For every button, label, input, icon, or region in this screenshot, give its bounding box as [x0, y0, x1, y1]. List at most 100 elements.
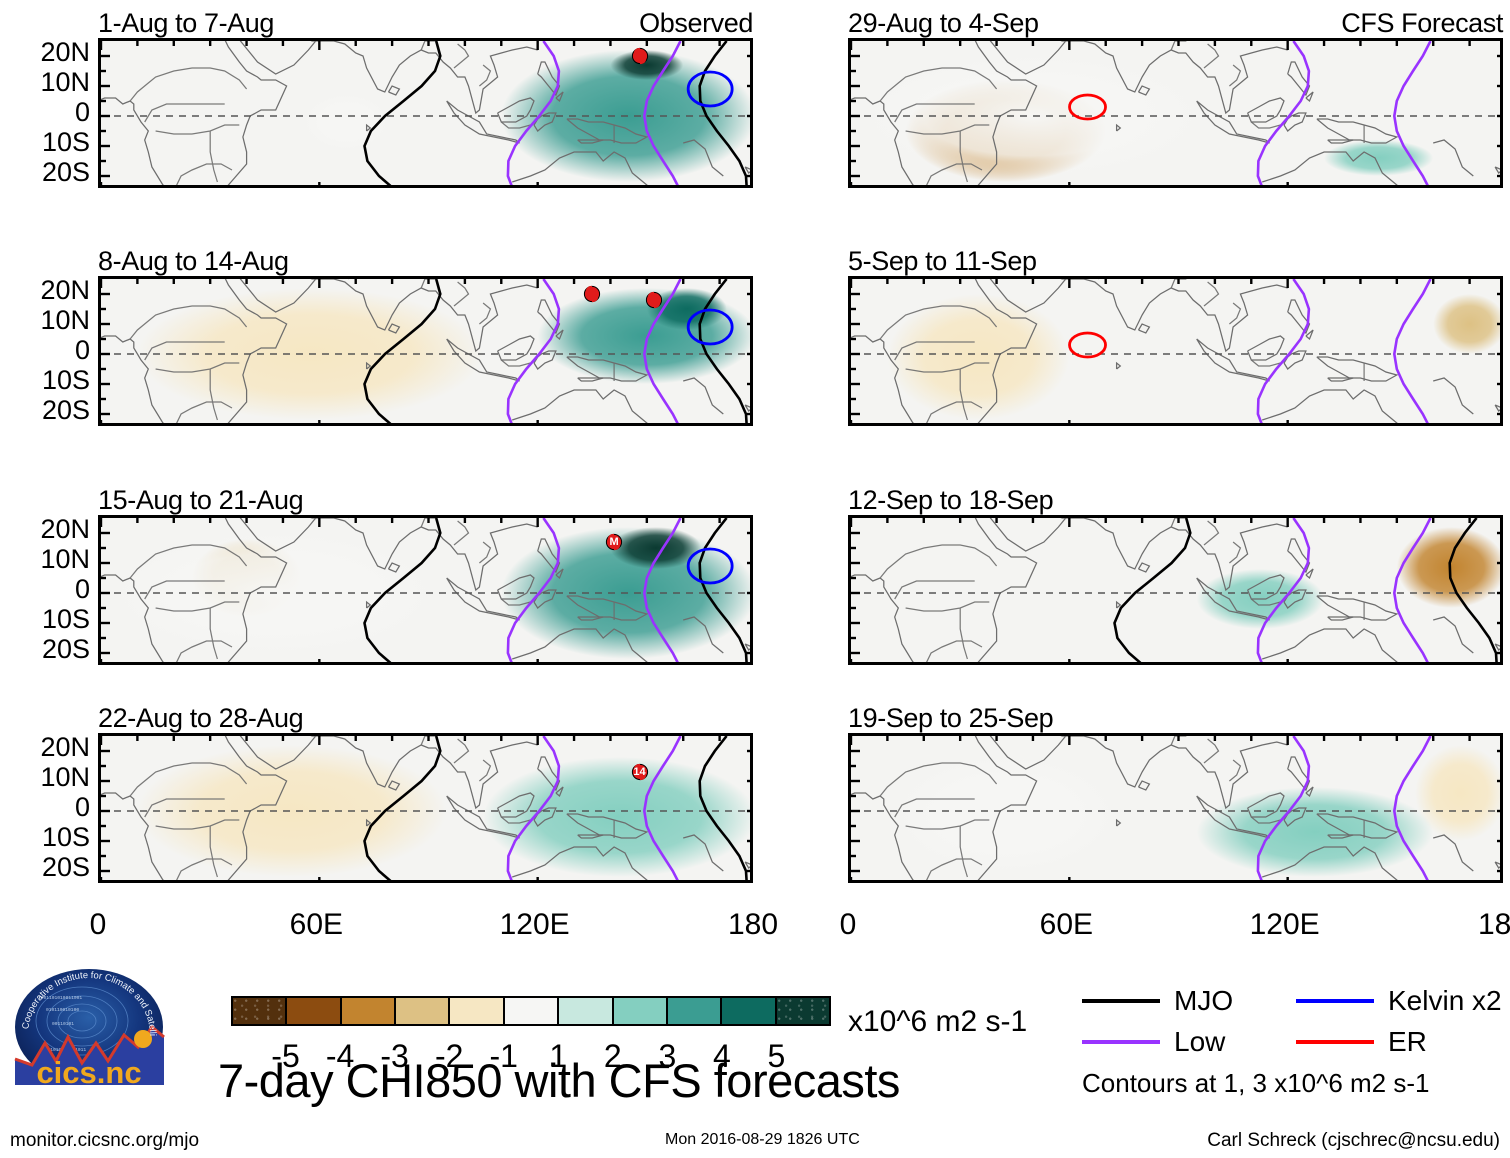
panel-title: 12-Sep to 18-Sep [848, 485, 1054, 515]
map-area[interactable]: M [98, 515, 753, 665]
cyclone-icon [646, 291, 663, 309]
x-tick-label: 60E [1039, 908, 1094, 941]
colorbar-segment [287, 998, 342, 1024]
colorbar-segment [667, 998, 723, 1024]
x-tick-label: 60E [289, 908, 344, 941]
colorbar-tick-label: -2 [434, 1038, 464, 1074]
y-axis-labels: 20N 10N 0 10S 20S [2, 501, 90, 679]
y-tick-label: 10S [41, 822, 90, 852]
column-header-forecast: CFS Forecast [1341, 8, 1503, 38]
legend-color-swatch [1082, 1040, 1160, 1044]
colorbar-segment [396, 998, 451, 1024]
y-axis-labels: 20N 10N 0 10S 20S [2, 719, 90, 897]
tropical-cyclone-marker[interactable] [583, 285, 601, 303]
colorbar-tick-label: 5 [767, 1038, 786, 1074]
colorbar-segment [776, 998, 829, 1024]
colorbar-segment [559, 998, 614, 1024]
y-tick-label: 10S [41, 127, 90, 157]
tropical-cyclone-marker[interactable]: M [605, 533, 623, 551]
colorbar-segment [504, 998, 560, 1024]
map-area[interactable]: 14 [98, 733, 753, 883]
contour-interval-note: Contours at 1, 3 x10^6 m2 s-1 [1082, 1068, 1430, 1098]
x-tick-label: 120E [499, 908, 570, 941]
y-tick-label: 20S [41, 157, 90, 187]
y-tick-label: 20S [41, 395, 90, 425]
footer-author: Carl Schreck (cjschrec@ncsu.edu) [1207, 1130, 1500, 1151]
panel-title: 22-Aug to 28-Aug [98, 703, 304, 733]
panel-title: 15-Aug to 21-Aug [98, 485, 304, 515]
legend-item[interactable]: ER [1296, 1026, 1427, 1058]
map-area[interactable] [98, 276, 753, 426]
panel-title: 19-Sep to 25-Sep [848, 703, 1054, 733]
map-panel: 12-Sep to 18-Sep [848, 485, 1503, 665]
y-tick-label: 0 [74, 97, 90, 127]
legend-color-swatch [1082, 999, 1160, 1003]
colorbar-segment [722, 998, 777, 1024]
map-area[interactable] [848, 276, 1503, 426]
map-svg [101, 518, 750, 662]
legend-color-swatch [1296, 1040, 1374, 1044]
cyclone-label: 14 [633, 766, 646, 778]
y-tick-label: 10N [40, 544, 90, 574]
y-tick-label: 20N [40, 37, 90, 67]
low-contour [1256, 736, 1432, 880]
footer-website[interactable]: monitor.cicsnc.org/mjo [10, 1130, 200, 1151]
y-axis-labels: 20N 10N 0 10S 20S [2, 24, 90, 202]
y-axis-labels: 20N 10N 0 10S 20S [2, 262, 90, 440]
map-svg [851, 736, 1500, 880]
map-panel: 15-Aug to 21-Aug 20N 10N 0 10S 20S [40, 485, 753, 665]
low-contour [506, 279, 682, 423]
legend-item[interactable]: MJO [1082, 985, 1233, 1017]
map-panel: 22-Aug to 28-Aug 20N 10N 0 10S 20S 14 [40, 703, 753, 883]
map-area[interactable] [848, 733, 1503, 883]
x-axis-left: 0 60E 120E 180 [90, 908, 778, 948]
low-contour [506, 736, 682, 880]
legend-item[interactable]: Low [1082, 1026, 1225, 1058]
map-area[interactable] [98, 38, 753, 188]
figure-title: 7-day CHI850 with CFS forecasts [218, 1054, 900, 1107]
map-panel: 29-Aug to 4-Sep CFS Forecast [848, 8, 1503, 188]
mjo-contour [363, 518, 748, 662]
map-area[interactable] [848, 38, 1503, 188]
colorbar-tick-label: -3 [380, 1038, 409, 1074]
country-borders [129, 41, 615, 185]
coastlines [851, 41, 1500, 185]
map-area[interactable] [848, 515, 1503, 665]
low-contour [1256, 518, 1432, 662]
colorbar-tick-label: -4 [325, 1038, 355, 1074]
y-tick-label: 20S [41, 852, 90, 882]
y-tick-label: 20N [40, 514, 90, 544]
x-axis-right: 0 60E 120E 180 [840, 908, 1510, 948]
mjo-contour [363, 41, 748, 185]
colorbar-tick-label: 2 [603, 1038, 622, 1074]
map-panel: 5-Sep to 11-Sep [848, 246, 1503, 426]
mjo-contour [1113, 518, 1498, 662]
legend-item[interactable]: Kelvin x2 [1296, 985, 1502, 1017]
colorbar-segment [233, 998, 288, 1024]
country-borders [129, 518, 615, 662]
tropical-cyclone-marker[interactable]: 14 [631, 763, 649, 781]
colorbar-tick-label: 4 [713, 1038, 731, 1074]
tropical-cyclone-marker[interactable] [645, 291, 663, 309]
tropical-cyclone-marker[interactable] [631, 47, 649, 65]
cyclone-icon [584, 285, 601, 303]
kelvin-contour [686, 70, 734, 108]
low-contour [1256, 41, 1432, 185]
y-tick-label: 10N [40, 305, 90, 335]
country-borders [879, 736, 1365, 880]
colorbar-tick-label: 1 [549, 1038, 568, 1074]
map-panel: 19-Sep to 25-Sep [848, 703, 1503, 883]
country-borders [879, 518, 1365, 662]
cics-nc-logo[interactable]: 1001101010011001 010110010100 00110101 1… [9, 954, 167, 1090]
country-borders [129, 279, 615, 423]
svg-text:1001101010011001: 1001101010011001 [38, 995, 82, 1001]
er-contour [1068, 93, 1107, 121]
footer-timestamp: Mon 2016-08-29 1826 UTC [665, 1131, 860, 1148]
map-panel: 1-Aug to 7-Aug Observed 20N 10N 0 10S 20S [40, 8, 753, 188]
country-borders [879, 41, 1365, 185]
cics-nc-logo-icon: 1001101010011001 010110010100 00110101 1… [9, 954, 165, 1090]
coastlines [851, 518, 1500, 662]
er-contour [1068, 331, 1107, 359]
legend-label: Kelvin x2 [1388, 985, 1502, 1016]
x-tick-label: 120E [1249, 908, 1320, 941]
